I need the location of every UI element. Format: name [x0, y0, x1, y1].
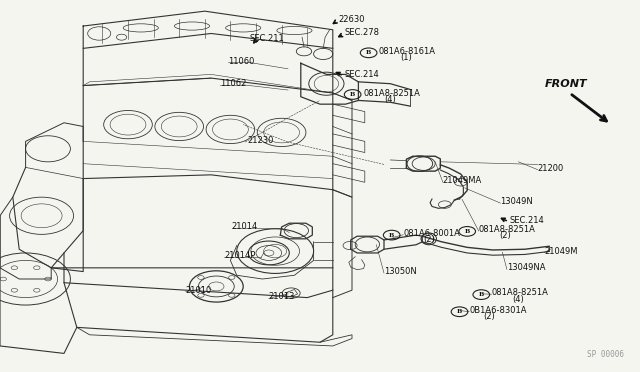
- Text: 22630: 22630: [338, 15, 364, 24]
- Text: B: B: [350, 92, 355, 97]
- Text: 21010: 21010: [186, 286, 212, 295]
- Text: FRONT: FRONT: [545, 79, 588, 89]
- Text: (1): (1): [400, 53, 412, 62]
- Text: SEC.278: SEC.278: [344, 28, 380, 37]
- Text: 081A8-8251A: 081A8-8251A: [479, 225, 536, 234]
- Text: 11062: 11062: [220, 79, 246, 88]
- Text: 11060: 11060: [228, 57, 254, 65]
- Text: B: B: [389, 232, 394, 238]
- Text: 13049N: 13049N: [500, 197, 533, 206]
- Text: 081A8-8251A: 081A8-8251A: [364, 89, 420, 97]
- Text: B: B: [366, 50, 371, 55]
- Text: 13049NA: 13049NA: [507, 263, 545, 272]
- Text: (4): (4): [384, 95, 396, 104]
- Text: 21014P: 21014P: [224, 251, 255, 260]
- Text: 081A6-8001A: 081A6-8001A: [403, 229, 460, 238]
- Text: 21200: 21200: [538, 164, 564, 173]
- Text: 081A6-8161A: 081A6-8161A: [379, 47, 436, 56]
- Text: (2): (2): [499, 231, 511, 240]
- Text: SEC.214: SEC.214: [509, 216, 544, 225]
- Text: B: B: [479, 292, 484, 297]
- Text: (2): (2): [483, 312, 495, 321]
- Text: SEC.211: SEC.211: [250, 34, 284, 43]
- Text: (2): (2): [424, 235, 435, 244]
- Text: SP 00006: SP 00006: [587, 350, 624, 359]
- Text: 21013: 21013: [269, 292, 295, 301]
- Text: 21049M: 21049M: [544, 247, 577, 256]
- Text: 13050N: 13050N: [384, 267, 417, 276]
- Text: 081A8-8251A: 081A8-8251A: [492, 288, 548, 297]
- Text: 21049MA: 21049MA: [443, 176, 482, 185]
- Text: B: B: [465, 229, 470, 234]
- Text: 21014: 21014: [232, 222, 258, 231]
- Text: 21230: 21230: [248, 136, 274, 145]
- Text: SEC.214: SEC.214: [344, 70, 379, 79]
- Text: B: B: [457, 309, 462, 314]
- Text: 0B1A6-8301A: 0B1A6-8301A: [469, 306, 527, 315]
- Text: (4): (4): [512, 295, 524, 304]
